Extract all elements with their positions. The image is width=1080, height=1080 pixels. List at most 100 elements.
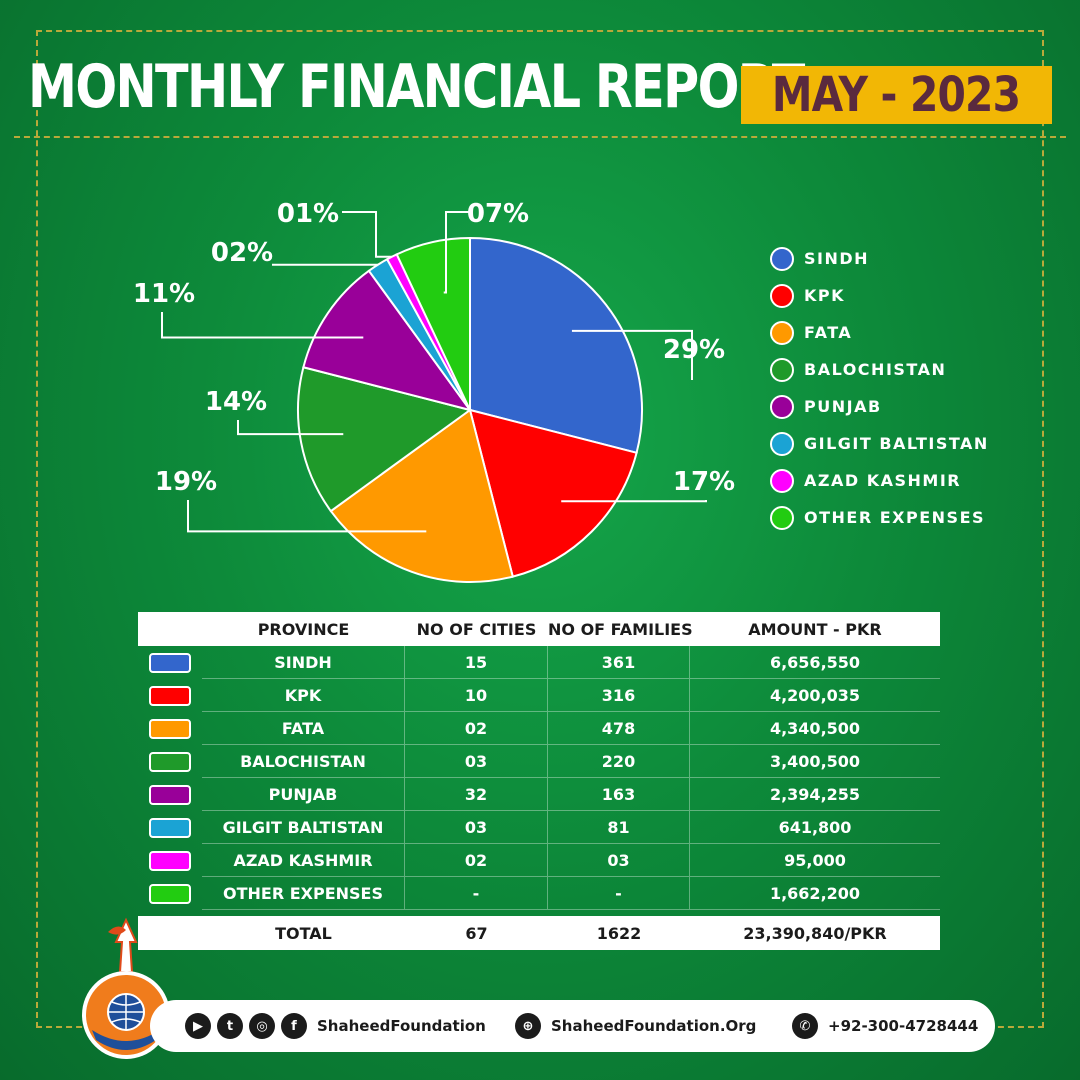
cell-cities: 02 xyxy=(405,844,548,877)
legend: SINDH KPK FATA BALOCHISTAN PUNJAB GILGIT BALT… xyxy=(770,240,989,536)
table-row: BALOCHISTAN 03 220 3,400,500 xyxy=(138,745,940,778)
pie-slice xyxy=(329,408,514,583)
cell-amount: 3,400,500 xyxy=(690,745,940,778)
cell-province: GILGIT BALTISTAN xyxy=(202,811,405,844)
cell-cities: 32 xyxy=(405,778,548,811)
legend-label: AZAD KASHMIR xyxy=(804,471,962,490)
leader-line xyxy=(561,500,707,503)
header-province: PROVINCE xyxy=(257,619,350,639)
leader-line xyxy=(443,211,470,294)
legend-color-dot xyxy=(770,431,794,456)
cell-cities: - xyxy=(405,877,548,910)
month-badge: MAY - 2023 xyxy=(741,66,1052,124)
social-handle[interactable]: ShaheedFoundation xyxy=(317,1017,486,1035)
row-color-swatch xyxy=(149,850,191,871)
cell-families: 03 xyxy=(548,844,690,877)
cell-cities: 15 xyxy=(405,646,548,679)
legend-color-dot xyxy=(770,394,794,419)
pie-slice xyxy=(395,236,471,411)
total-label: TOTAL xyxy=(275,923,332,943)
table-row: KPK 10 316 4,200,035 xyxy=(138,679,940,712)
table-row: AZAD KASHMIR 02 03 95,000 xyxy=(138,844,940,877)
legend-item: SINDH xyxy=(770,240,989,277)
cell-families: - xyxy=(548,877,690,910)
legend-item: FATA xyxy=(770,314,989,351)
pie-chart: 29% 17% 19% 14% 11% 02%01% 07% xyxy=(133,199,735,583)
row-color-swatch xyxy=(149,817,191,838)
dashed-divider xyxy=(14,136,1066,138)
website-text[interactable]: ShaheedFoundation.Org xyxy=(551,1017,757,1035)
leader-line xyxy=(342,211,392,258)
row-color-swatch xyxy=(149,718,191,739)
cell-amount: 1,662,200 xyxy=(690,877,940,910)
cell-province: BALOCHISTAN xyxy=(202,745,405,778)
legend-label: FATA xyxy=(804,323,853,342)
table-row: PUNJAB 32 163 2,394,255 xyxy=(138,778,940,811)
slice-percent-label: 29% xyxy=(663,335,725,365)
legend-label: GILGIT BALTISTAN xyxy=(804,434,989,453)
phone-text[interactable]: +92-300-4728444 xyxy=(828,1017,979,1035)
instagram-icon[interactable]: ◎ xyxy=(249,1013,275,1039)
cell-province: SINDH xyxy=(202,646,405,679)
legend-color-dot xyxy=(770,246,794,271)
legend-color-dot xyxy=(770,468,794,493)
youtube-icon[interactable]: ▶ xyxy=(185,1013,211,1039)
legend-label: KPK xyxy=(804,286,846,305)
legend-color-dot xyxy=(770,505,794,530)
leader-line xyxy=(187,500,427,533)
cell-amount: 4,200,035 xyxy=(690,679,940,712)
total-cities: 67 xyxy=(465,923,488,943)
foundation-logo xyxy=(82,917,170,1059)
leader-line xyxy=(237,420,344,436)
legend-color-dot xyxy=(770,357,794,382)
row-color-swatch xyxy=(149,751,191,772)
header-families: NO OF FAMILIES xyxy=(548,619,693,639)
cell-families: 478 xyxy=(548,712,690,745)
cell-families: 163 xyxy=(548,778,690,811)
cell-amount: 2,394,255 xyxy=(690,778,940,811)
table-row: FATA 02 478 4,340,500 xyxy=(138,712,940,745)
table-row: GILGIT BALTISTAN 03 81 641,800 xyxy=(138,811,940,844)
row-color-swatch xyxy=(149,685,191,706)
row-color-swatch xyxy=(149,883,191,904)
website-link[interactable]: ⊕ ShaheedFoundation.Org xyxy=(515,1013,756,1039)
total-amount: 23,390,840/PKR xyxy=(743,923,887,943)
slice-percent-label: 07% xyxy=(467,199,529,229)
facebook-icon[interactable]: f xyxy=(281,1013,307,1039)
phone-icon: ✆ xyxy=(792,1013,818,1039)
cell-cities: 10 xyxy=(405,679,548,712)
cell-cities: 03 xyxy=(405,811,548,844)
leader-line xyxy=(571,329,693,380)
cell-cities: 03 xyxy=(405,745,548,778)
cell-amount: 641,800 xyxy=(690,811,940,844)
slice-percent-label: 19% xyxy=(155,467,217,497)
legend-item: KPK xyxy=(770,277,989,314)
cell-families: 361 xyxy=(548,646,690,679)
slice-percent-label: 02% xyxy=(211,238,273,268)
slice-percent-label: 17% xyxy=(673,467,735,497)
cell-province: OTHER EXPENSES xyxy=(202,877,405,910)
legend-item: OTHER EXPENSES xyxy=(770,499,989,536)
legend-item: PUNJAB xyxy=(770,388,989,425)
pie-slice xyxy=(297,366,473,513)
phone-contact[interactable]: ✆ +92-300-4728444 xyxy=(792,1013,978,1039)
pie-slice xyxy=(469,236,643,454)
legend-item: GILGIT BALTISTAN xyxy=(770,425,989,462)
slice-percent-label: 11% xyxy=(133,279,195,309)
distribution-table: PROVINCE NO OF CITIES NO OF FAMILIES AMO… xyxy=(138,612,940,950)
twitter-icon[interactable]: t xyxy=(217,1013,243,1039)
table-row: SINDH 15 361 6,656,550 xyxy=(138,646,940,679)
total-families: 1622 xyxy=(596,923,642,943)
report-title: MONTHLY FINANCIAL REPORT xyxy=(28,52,805,122)
cell-amount: 4,340,500 xyxy=(690,712,940,745)
table-header: PROVINCE NO OF CITIES NO OF FAMILIES AMO… xyxy=(138,612,940,646)
legend-item: BALOCHISTAN xyxy=(770,351,989,388)
row-color-swatch xyxy=(149,784,191,805)
cell-families: 316 xyxy=(548,679,690,712)
month-label: MAY - 2023 xyxy=(772,67,1021,123)
legend-label: BALOCHISTAN xyxy=(804,360,947,379)
globe-icon: ⊕ xyxy=(515,1013,541,1039)
slice-percent-label: 01% xyxy=(277,199,339,229)
cell-amount: 6,656,550 xyxy=(690,646,940,679)
social-links: ▶ t ◎ f ShaheedFoundation xyxy=(185,1013,486,1039)
